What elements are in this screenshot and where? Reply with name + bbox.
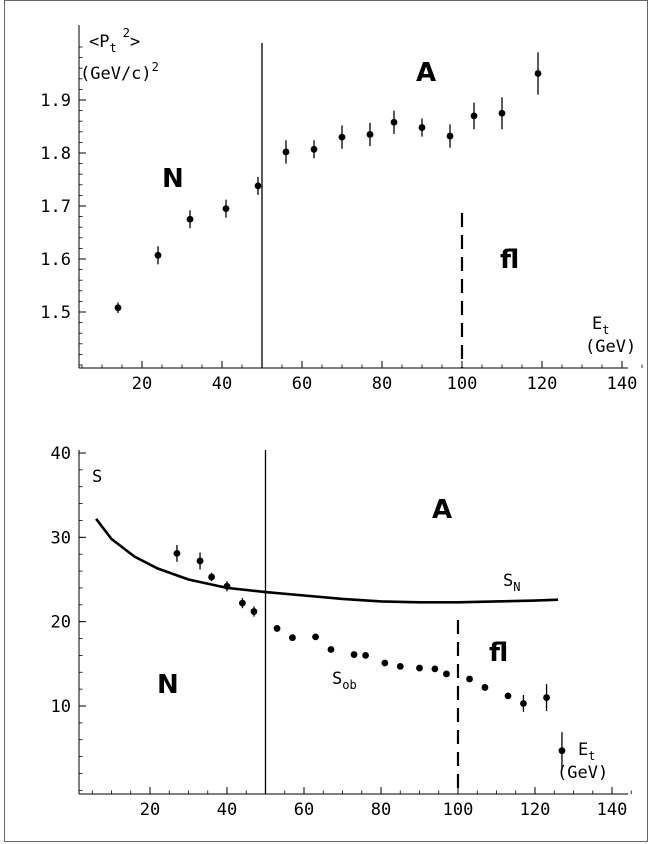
x-tick-label: 20 — [132, 374, 152, 394]
x-tick-label: 80 — [371, 800, 391, 820]
bottom-x-label: Et — [578, 740, 595, 763]
data-point — [446, 132, 454, 140]
top-y-label-line2: (GeV/c)2 — [80, 60, 159, 84]
data-point — [534, 70, 542, 77]
bottom-region-a: A — [432, 495, 452, 525]
data-point — [396, 662, 404, 670]
data-point — [466, 675, 473, 683]
bottom-x-unit: (GeV) — [557, 763, 608, 783]
x-tick-label: 60 — [294, 800, 314, 820]
y-tick-label: 20 — [51, 613, 71, 633]
data-point — [390, 118, 398, 126]
top-region-n: N — [162, 164, 184, 194]
data-point — [366, 131, 374, 138]
x-tick-label: 140 — [607, 374, 638, 394]
x-tick-label: 140 — [597, 800, 628, 820]
data-point — [239, 599, 246, 607]
y-tick-label: 10 — [51, 697, 71, 717]
y-tick-label: 1.7 — [40, 197, 71, 217]
y-tick-label: 1.6 — [40, 250, 71, 270]
data-point — [470, 112, 478, 120]
y-tick-label: 1.9 — [40, 91, 71, 111]
data-point — [310, 145, 318, 153]
s-n-label: SN — [503, 571, 520, 594]
bottom-y-label: S — [92, 467, 102, 487]
data-point — [498, 109, 506, 117]
top-region-a: A — [416, 58, 436, 88]
data-point — [114, 304, 122, 312]
x-tick-label: 80 — [372, 374, 392, 394]
x-tick-label: 120 — [527, 374, 558, 394]
top-panel: 20 40 60 80 100 120 140 1.51.61.71.81.9 <Pt2> … — [40, 25, 643, 394]
bottom-data-points — [173, 544, 566, 770]
bottom-x-ticks: 20 40 60 80 100 120 140 — [91, 787, 632, 820]
data-point — [431, 665, 439, 673]
data-point — [273, 625, 281, 632]
figure-border — [4, 0, 648, 842]
y-tick-label: 40 — [51, 444, 71, 464]
data-point — [350, 651, 358, 658]
data-point — [196, 557, 204, 565]
top-x-label: Et — [592, 314, 609, 337]
x-tick-label: 40 — [212, 374, 232, 394]
data-point — [289, 634, 296, 642]
top-x-ticks: 20 40 60 80 100 120 140 — [81, 361, 643, 394]
bottom-y-ticks: 10 20 30 40 — [51, 444, 86, 791]
data-point — [250, 608, 258, 615]
data-point — [443, 670, 450, 678]
top-data-points — [114, 52, 542, 314]
x-tick-label: 20 — [140, 800, 160, 820]
x-tick-label: 40 — [217, 800, 237, 820]
x-tick-label: 60 — [292, 374, 312, 394]
x-tick-label: 120 — [520, 800, 551, 820]
y-tick-label: 30 — [51, 528, 71, 548]
top-x-unit: (GeV) — [585, 337, 636, 357]
data-point — [312, 633, 319, 641]
data-point — [381, 659, 389, 667]
data-point — [338, 133, 346, 141]
y-tick-label: 1.8 — [40, 144, 71, 164]
s-n-curve — [95, 518, 559, 604]
data-point — [481, 684, 489, 691]
top-y-label-line1: <Pt2> — [89, 26, 140, 55]
data-point — [504, 692, 512, 700]
data-point — [362, 652, 369, 659]
data-point — [254, 182, 262, 190]
data-point — [418, 124, 426, 131]
data-point — [154, 251, 162, 259]
top-region-fl: fl — [500, 245, 519, 275]
bottom-region-n: N — [157, 670, 179, 700]
bottom-region-fl: fl — [489, 638, 508, 668]
data-point — [558, 747, 566, 755]
top-y-ticks: 1.5 1.6 1.7 1.8 1.9 — [40, 46, 86, 366]
bottom-panel: 20 40 60 80 100 120 140 10 20 30 40 S Et (GeV) SN… — [51, 444, 632, 820]
y-tick-label: 1.5 — [40, 303, 71, 323]
s-ob-label: Sob — [332, 669, 357, 692]
data-point — [543, 694, 550, 701]
data-point — [186, 215, 194, 223]
data-point — [416, 664, 423, 672]
data-point — [222, 205, 230, 213]
x-tick-label: 100 — [443, 800, 474, 820]
data-point — [282, 148, 290, 156]
data-point — [520, 700, 527, 707]
data-point — [208, 573, 216, 581]
data-point — [327, 646, 335, 653]
x-tick-label: 100 — [447, 374, 478, 394]
data-point — [173, 549, 181, 557]
data-point — [223, 582, 231, 590]
